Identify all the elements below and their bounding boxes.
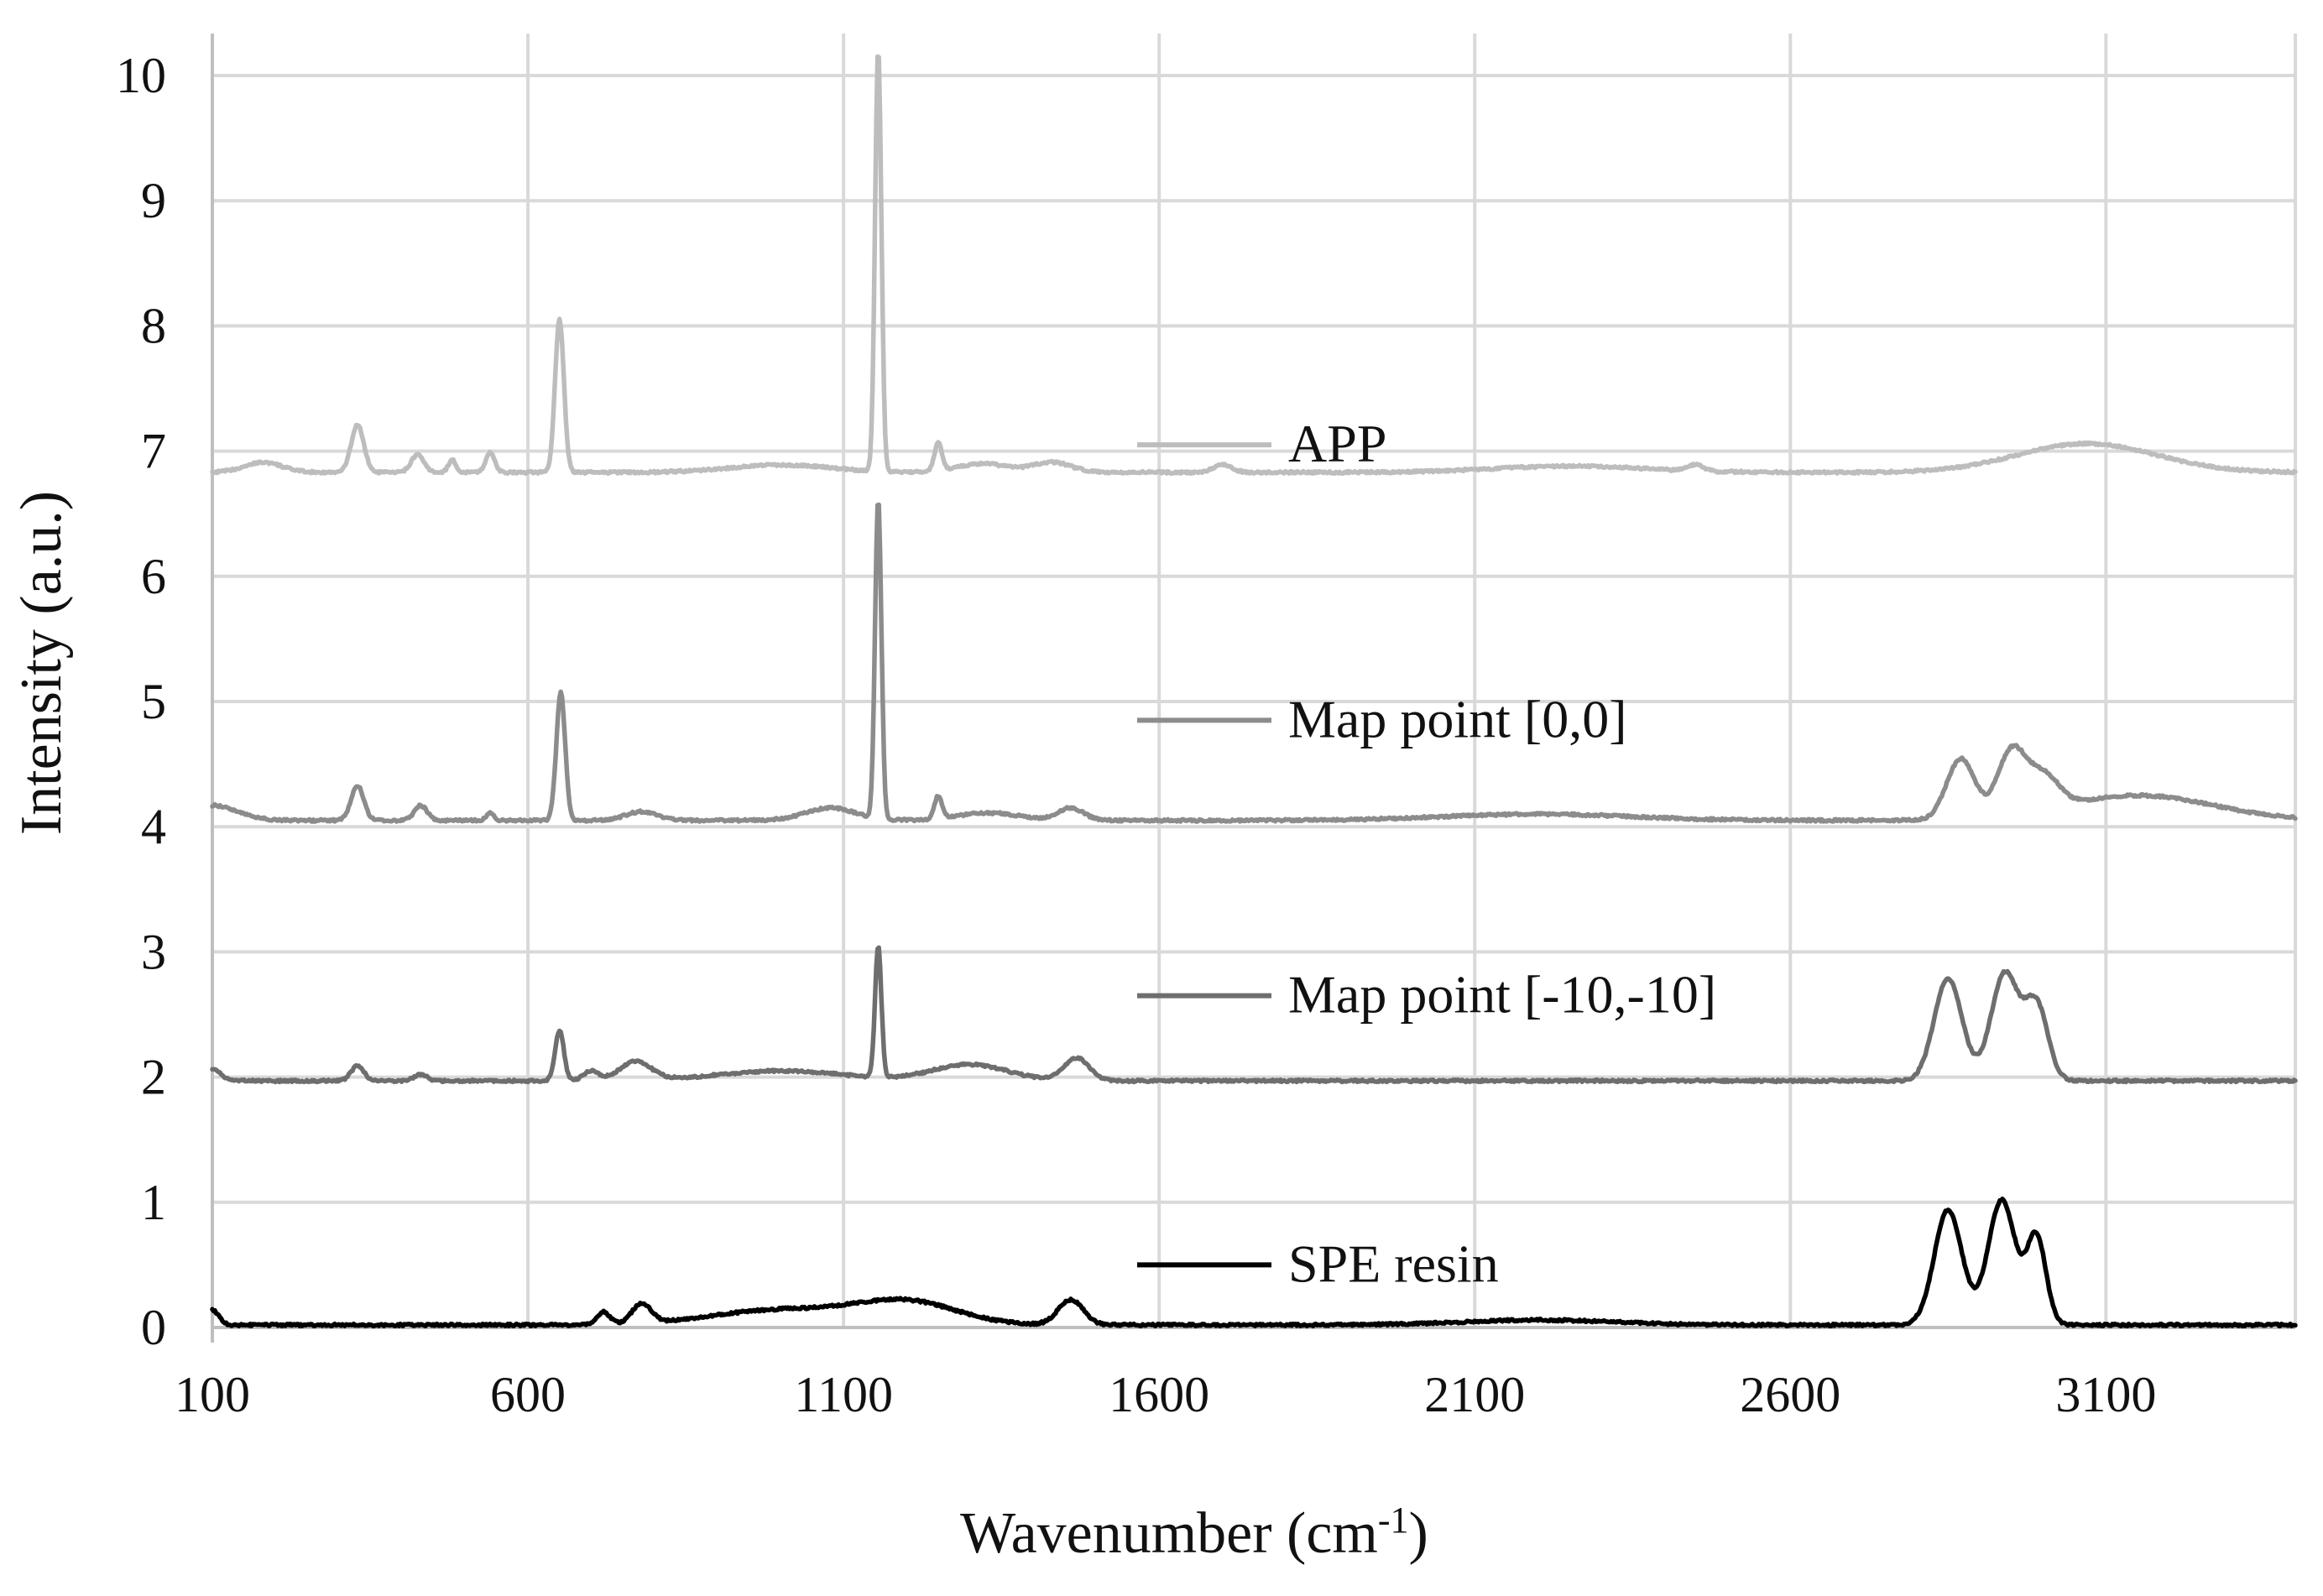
x-tick-label: 2600 [1740,1367,1840,1422]
y-tick-label: 9 [141,173,166,228]
y-tick-label: 0 [141,1300,166,1355]
y-tick-label: 10 [116,48,166,103]
series-line-1 [210,502,2298,824]
x-tick-label: 1600 [1109,1367,1209,1422]
legend-label-0: APP [1288,414,1386,473]
series-line-2 [210,945,2298,1085]
y-axis-title: Intensity (a.u.) [9,491,74,835]
x-tick-label: 600 [490,1367,566,1422]
grid [212,34,2297,1327]
series-line-0 [210,54,2298,477]
y-tick-label: 1 [141,1175,166,1230]
y-tick-label: 2 [141,1050,166,1105]
y-tick-label: 4 [141,799,166,854]
y-tick-label: 6 [141,549,166,604]
x-tick-label: 1100 [794,1367,893,1422]
series-lines [210,54,2298,1329]
y-tick-label: 8 [141,298,166,353]
y-tick-label: 7 [141,424,166,479]
x-axis-title: Wavenumber (cm-1) [960,1500,1428,1566]
legend-label-3: SPE resin [1288,1234,1499,1293]
x-tick-label: 3100 [2055,1367,2156,1422]
y-tick-label: 5 [141,674,166,729]
legend-label-2: Map point [-10,-10] [1288,965,1716,1025]
axes: 0 1 2 3 4 5 6 7 8 9 10 100 600 1100 1600 2100 2600 3100 [116,34,2295,1422]
y-tick-label: 3 [141,924,166,979]
x-tick-label: 2100 [1424,1367,1525,1422]
x-axis-title-suffix: ) [1409,1501,1428,1566]
x-axis-title-superscript: -1 [1378,1500,1409,1541]
legend-label-1: Map point [0,0] [1288,689,1627,748]
x-axis-title-main: Wavenumber (cm [960,1501,1378,1566]
x-tick-label: 100 [175,1367,250,1422]
series-line-3 [210,1197,2298,1329]
legend: APP Map point [0,0] Map point [-10,-10] SPE… [1137,414,1716,1293]
